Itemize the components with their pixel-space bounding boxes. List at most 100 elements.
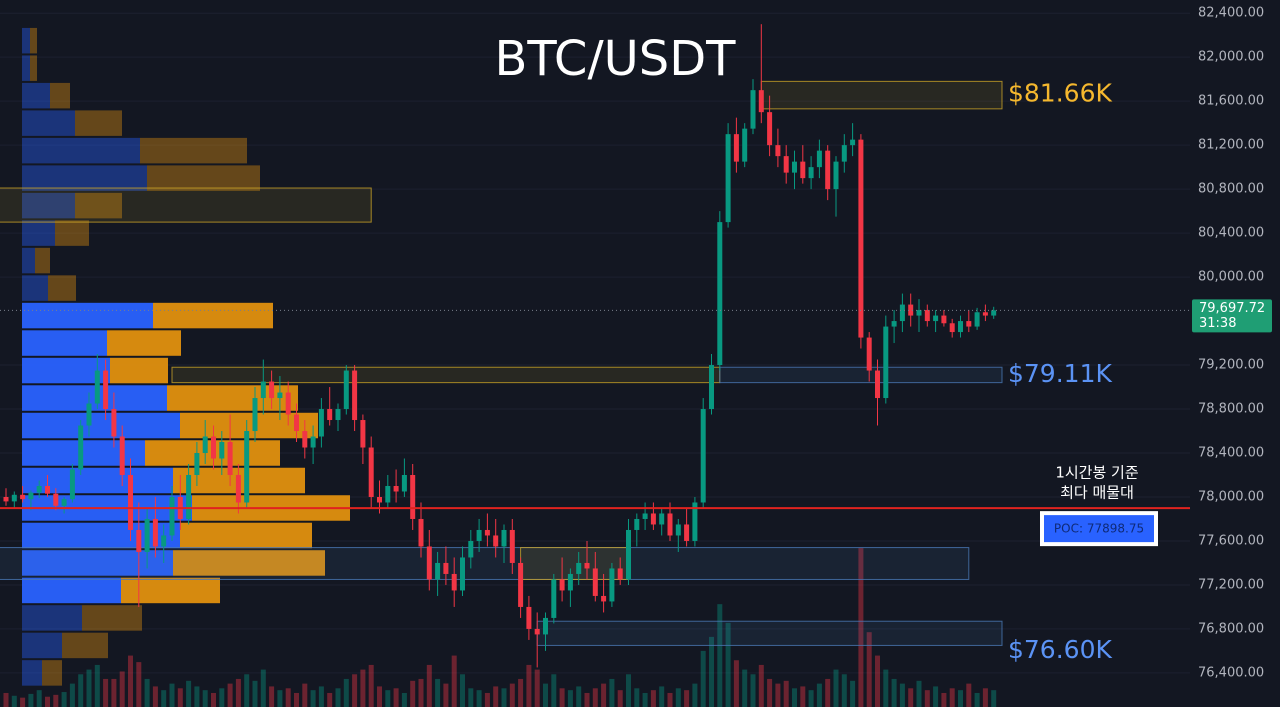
candle-body (385, 485, 391, 503)
volume-bar (61, 692, 67, 707)
poc-label: POC: 77898.75 (1054, 522, 1144, 536)
candle-body (484, 529, 490, 536)
candle-body (833, 161, 839, 190)
y-tick-label: 76,800.00 (1198, 621, 1264, 636)
volume-bar (493, 686, 499, 707)
candle-body (982, 312, 988, 316)
profile-buy (22, 385, 167, 411)
volume-bar (634, 688, 640, 707)
volume-bar (285, 688, 291, 707)
profile-sell (82, 605, 142, 631)
volume-bar (501, 688, 507, 707)
poc-annotation: 최다 매물대 (1060, 484, 1134, 502)
zone-label: $81.66K (1008, 79, 1112, 108)
candle-body (750, 90, 756, 129)
volume-bar (924, 690, 930, 707)
candle-body (899, 304, 905, 322)
candle-body (352, 370, 358, 421)
candle-body (684, 524, 690, 541)
candle-body (202, 436, 208, 454)
profile-buy (22, 440, 145, 466)
candle-body (468, 540, 474, 558)
volume-bar (418, 678, 424, 707)
candle-body (991, 310, 997, 316)
y-tick-label: 76,400.00 (1198, 665, 1264, 680)
y-tick-label: 78,400.00 (1198, 446, 1264, 461)
candle-body (808, 167, 814, 179)
candle-body (933, 315, 939, 322)
profile-sell (75, 110, 122, 136)
candle-body (285, 392, 291, 415)
volume-bar (86, 669, 92, 707)
zones: $81.66K $79.11K $76.60K (0, 79, 1112, 664)
volume-bar (949, 688, 955, 707)
volume-bar (725, 622, 731, 707)
candle-body (858, 139, 864, 338)
volume-bar (152, 686, 158, 707)
volume-bar (235, 678, 241, 707)
candle-body (949, 323, 955, 333)
y-tick-label: 79,200.00 (1198, 358, 1264, 373)
candle-body (318, 409, 324, 437)
candle-body (360, 420, 366, 448)
volume-bars (3, 548, 997, 707)
candle-body (244, 431, 250, 503)
candle-body (161, 535, 167, 547)
y-tick-label: 80,800.00 (1198, 182, 1264, 197)
profile-buy (22, 330, 107, 356)
volume-bar (69, 683, 75, 707)
volume-bar (426, 664, 432, 707)
candle-body (451, 573, 457, 591)
volume-bar (435, 678, 441, 707)
candle-body (742, 128, 748, 162)
candle-body (800, 161, 806, 179)
volume-bar (891, 678, 897, 707)
y-tick-label: 82,000.00 (1198, 50, 1264, 65)
volume-bar (53, 694, 59, 707)
zone-label: $76.60K (1008, 635, 1112, 664)
volume-bar (343, 678, 349, 707)
volume-bar (94, 664, 100, 707)
candle-body (924, 310, 930, 322)
candle-body (576, 562, 582, 574)
candle-body (725, 134, 731, 223)
candle-body (717, 222, 723, 366)
volume-bar (219, 688, 225, 707)
candle-body (875, 370, 880, 399)
candle-body (700, 409, 706, 503)
candle-body (509, 529, 515, 563)
candle-body (493, 535, 499, 547)
volume-bar (626, 674, 631, 707)
volume-bar (11, 695, 17, 707)
candle-body (850, 139, 856, 146)
candle-body (294, 414, 299, 432)
volume-bar (360, 669, 366, 707)
candle-body (659, 513, 665, 525)
profile-sell (180, 522, 312, 549)
volume-bar (609, 678, 615, 707)
candle-body (775, 145, 781, 157)
profile-buy (22, 632, 62, 659)
y-tick-label: 82,400.00 (1198, 6, 1264, 21)
volume-bar (509, 683, 515, 707)
profile-sell (30, 27, 37, 54)
volume-bar (36, 690, 42, 707)
volume-bar (186, 680, 192, 707)
profile-buy (22, 137, 140, 164)
profile-buy (22, 275, 48, 301)
volume-bar (161, 690, 167, 707)
volume-bar (244, 674, 250, 707)
last-price-box (1192, 299, 1272, 333)
candle-body (86, 403, 92, 426)
candle-body (816, 150, 822, 168)
candle-body (916, 310, 922, 316)
countdown-label: 31:38 (1199, 316, 1236, 331)
candle-body (567, 573, 573, 591)
volume-bar (908, 688, 914, 707)
volume-bar (775, 683, 781, 707)
volume-bar (567, 690, 573, 707)
zone (0, 547, 970, 580)
volume-bar (169, 683, 175, 707)
volume-bar (659, 686, 665, 707)
candle-body (36, 485, 42, 493)
